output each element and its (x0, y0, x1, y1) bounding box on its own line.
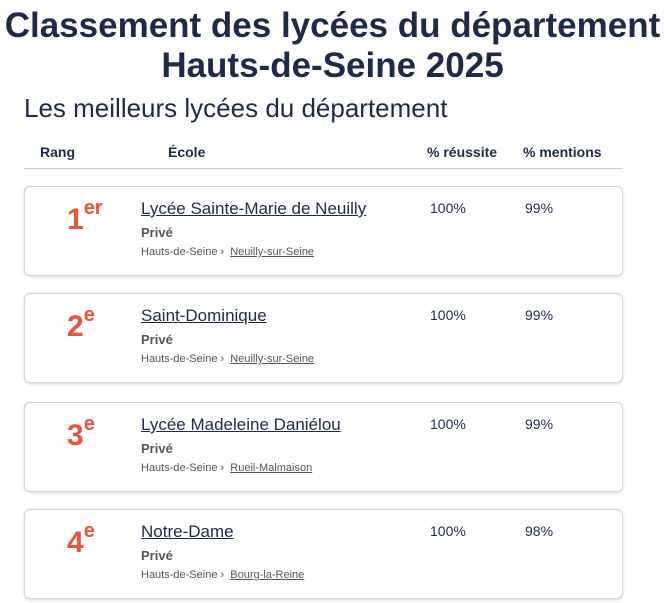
chevron-right-icon: › (220, 569, 225, 581)
rank-number: 1 (67, 203, 84, 236)
school-card: 4e Notre-Dame Privé Hauts-de-Seine › Bou… (24, 509, 623, 599)
success-rate: 100% (430, 200, 466, 216)
rank-number: 2 (67, 310, 84, 343)
school-name-link[interactable]: Lycée Madeleine Daniélou (141, 415, 341, 434)
section-title: Les meilleurs lycées du département (24, 93, 448, 123)
school-card: 2e Saint-Dominique Privé Hauts-de-Seine … (24, 293, 623, 383)
rank: 3e (67, 413, 95, 453)
page-title: Classement des lycées du département Haut… (0, 6, 665, 86)
school-name-link[interactable]: Notre-Dame (141, 522, 234, 541)
department: Hauts-de-Seine (141, 246, 218, 258)
school-type: Privé (141, 332, 173, 347)
rank-suffix: er (83, 197, 103, 219)
school-card: 1er Lycée Sainte-Marie de Neuilly Privé … (24, 186, 623, 276)
rank-suffix: e (83, 413, 95, 435)
rank-number: 3 (67, 419, 84, 452)
success-rate: 100% (430, 523, 466, 539)
column-school: École (168, 144, 206, 160)
city-link[interactable]: Neuilly-sur-Seine (230, 246, 315, 258)
school-type: Privé (141, 225, 173, 240)
chevron-right-icon: › (220, 462, 225, 474)
column-success: % réussite (427, 144, 498, 160)
department: Hauts-de-Seine (141, 569, 218, 581)
header-divider (24, 168, 623, 169)
column-mentions: % mentions (523, 144, 602, 160)
mentions-rate: 99% (525, 416, 554, 432)
breadcrumb: Hauts-de-Seine › Neuilly-sur-Seine (141, 246, 314, 258)
school-name-link[interactable]: Saint-Dominique (141, 306, 267, 325)
breadcrumb: Hauts-de-Seine › Neuilly-sur-Seine (141, 353, 314, 365)
school-name-link[interactable]: Lycée Sainte-Marie de Neuilly (141, 199, 367, 218)
title-line1: Classement des lycées du département (4, 6, 661, 45)
column-rank: Rang (40, 144, 75, 160)
rank: 1er (67, 197, 103, 237)
mentions-rate: 98% (525, 523, 554, 539)
school-type: Privé (141, 548, 173, 563)
city-link[interactable]: Rueil-Malmaison (230, 462, 313, 474)
breadcrumb: Hauts-de-Seine › Rueil-Malmaison (141, 462, 312, 474)
school-type: Privé (141, 441, 173, 456)
rank-suffix: e (83, 520, 95, 542)
chevron-right-icon: › (220, 353, 225, 365)
success-rate: 100% (430, 307, 466, 323)
rank-suffix: e (83, 304, 95, 326)
rank: 2e (67, 304, 95, 344)
title-line2: Hauts-de-Seine 2025 (161, 46, 504, 85)
rank-number: 4 (67, 526, 84, 559)
rank: 4e (67, 520, 95, 560)
mentions-rate: 99% (525, 307, 554, 323)
breadcrumb: Hauts-de-Seine › Bourg-la-Reine (141, 569, 304, 581)
department: Hauts-de-Seine (141, 353, 218, 365)
chevron-right-icon: › (220, 246, 225, 258)
city-link[interactable]: Neuilly-sur-Seine (230, 353, 315, 365)
city-link[interactable]: Bourg-la-Reine (230, 569, 305, 581)
success-rate: 100% (430, 416, 466, 432)
department: Hauts-de-Seine (141, 462, 218, 474)
mentions-rate: 99% (525, 200, 554, 216)
school-card: 3e Lycée Madeleine Daniélou Privé Hauts-… (24, 402, 623, 492)
